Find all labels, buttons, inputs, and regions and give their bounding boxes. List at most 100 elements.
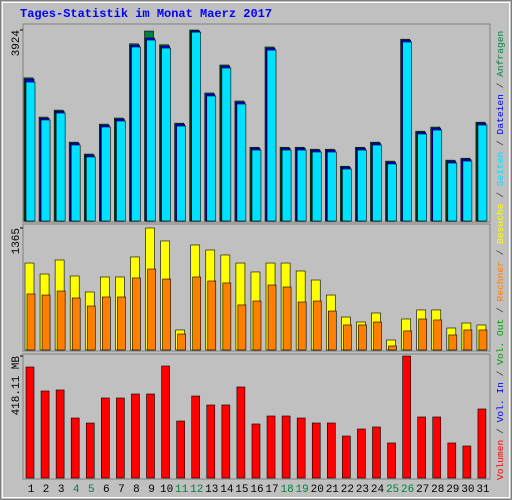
x-tick-label: 20 <box>311 484 324 496</box>
bar <box>116 120 126 222</box>
bar <box>131 393 140 479</box>
bar <box>40 119 51 222</box>
bar <box>358 324 367 351</box>
legend-separator: / <box>495 82 506 88</box>
legend-separator: / <box>495 428 506 434</box>
bar <box>342 168 352 222</box>
bar <box>206 95 217 222</box>
x-tick-label: 10 <box>160 484 173 496</box>
bar <box>102 296 111 351</box>
bar <box>266 49 277 222</box>
bar <box>191 31 202 222</box>
legend-separator: / <box>495 249 506 255</box>
legend: Volumen / Vol. In / Vol. Out / Rechner / Besuche… <box>495 31 506 480</box>
bar <box>101 397 110 479</box>
bar <box>206 404 216 479</box>
bar <box>462 160 473 222</box>
bar <box>463 329 473 351</box>
bar <box>477 408 487 479</box>
legend-entry: Vol. In <box>495 382 506 422</box>
bar <box>327 310 337 351</box>
bar <box>343 324 352 351</box>
bar <box>311 422 321 479</box>
x-tick-label: 25 <box>386 484 399 496</box>
bar <box>417 133 427 222</box>
bar <box>448 334 458 351</box>
bar <box>372 426 381 479</box>
bar <box>342 435 351 479</box>
legend-entry: Seiten <box>495 152 506 187</box>
bar <box>296 149 307 222</box>
bar <box>41 294 51 351</box>
x-tick-label: 6 <box>103 484 110 496</box>
bar <box>116 397 125 479</box>
bar <box>236 103 247 222</box>
bar <box>117 296 126 351</box>
bar <box>433 319 443 351</box>
bar <box>417 416 426 479</box>
bar <box>326 422 336 479</box>
legend-entry: Anfragen <box>495 31 506 77</box>
bar <box>221 67 232 222</box>
bar <box>147 268 156 351</box>
bar <box>387 442 396 479</box>
x-tick-label: 11 <box>175 484 189 496</box>
bar <box>55 112 66 222</box>
legend-entry: Volumen <box>495 440 506 480</box>
x-tick-label: 24 <box>371 484 385 496</box>
bar <box>402 355 411 479</box>
bar <box>402 41 412 222</box>
x-tick-label: 14 <box>220 484 234 496</box>
bar <box>296 417 306 479</box>
bar <box>432 416 442 479</box>
bar <box>236 386 246 479</box>
legend-entry: Rechner <box>495 261 506 301</box>
x-tick-label: 1 <box>28 484 35 496</box>
bar <box>86 305 96 351</box>
x-tick-label: 28 <box>431 484 444 496</box>
bar <box>221 404 231 479</box>
legend-entry: Besuche <box>495 203 506 244</box>
legend-separator: / <box>495 140 506 146</box>
x-tick-label: 18 <box>280 484 293 496</box>
y-tick-label: 3924 <box>11 30 23 57</box>
legend-entry: Dateien <box>495 94 506 134</box>
x-tick-label: 2 <box>43 484 50 496</box>
legend-separator: / <box>495 192 506 198</box>
bar <box>56 290 66 351</box>
bar <box>477 124 488 222</box>
bar <box>70 417 80 479</box>
bar <box>176 125 186 222</box>
bar <box>25 366 35 479</box>
bar <box>312 300 322 351</box>
bar <box>191 395 201 479</box>
bar <box>132 277 141 351</box>
bar <box>357 149 367 222</box>
bar <box>266 415 276 479</box>
side-legend: Volumen / Vol. In / Vol. Out / Rechner / Besuche… <box>495 31 506 480</box>
x-tick-label: 23 <box>356 484 369 496</box>
legend-separator: / <box>495 370 506 376</box>
x-tick-label: 15 <box>235 484 248 496</box>
bar <box>478 329 488 351</box>
legend-entry: Vol. Out <box>495 319 506 365</box>
bar <box>462 445 472 479</box>
bar <box>326 151 337 222</box>
bar <box>192 276 202 351</box>
bar <box>161 365 170 479</box>
bar <box>85 156 96 222</box>
legend-separator: / <box>495 307 506 313</box>
x-tick-label: 9 <box>148 484 155 496</box>
bar <box>447 162 458 222</box>
bar <box>387 163 397 222</box>
bar <box>101 126 111 222</box>
bar <box>447 442 457 479</box>
x-tick-label: 19 <box>296 484 309 496</box>
bar <box>282 286 292 351</box>
bar <box>146 393 155 479</box>
bar <box>177 333 186 351</box>
bar <box>357 428 366 479</box>
bar <box>85 422 95 479</box>
